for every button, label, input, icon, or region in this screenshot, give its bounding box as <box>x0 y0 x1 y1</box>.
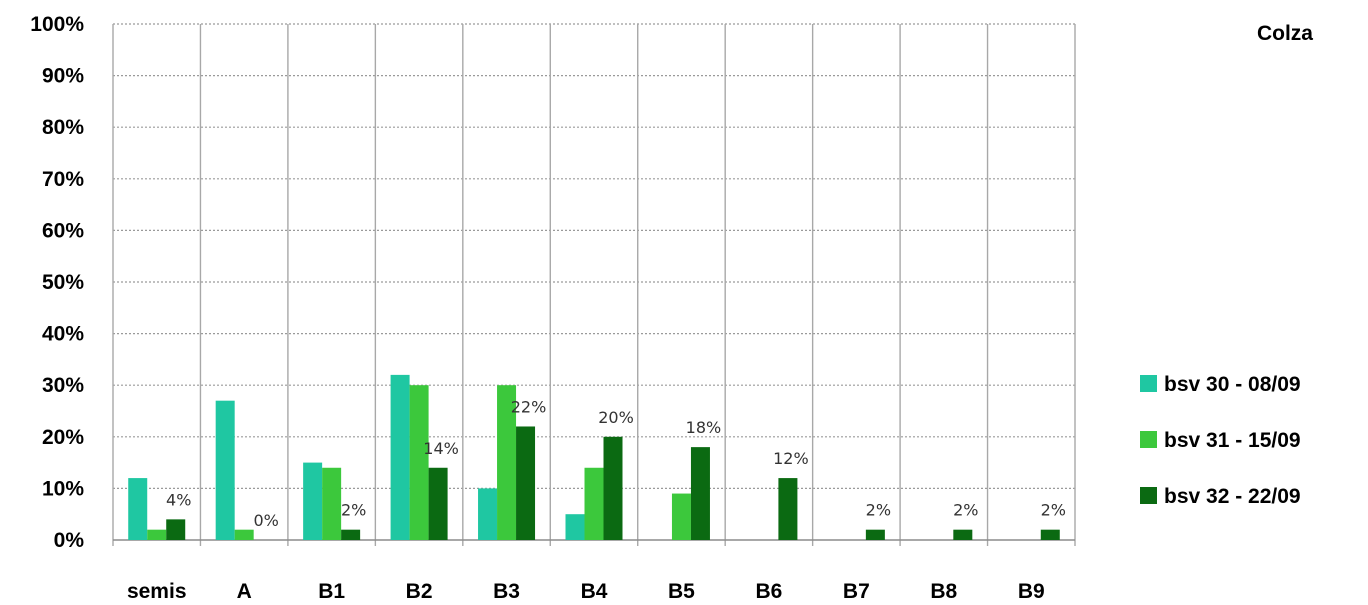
legend-item: bsv 31 - 15/09 <box>1140 429 1301 452</box>
y-tick-label: 0% <box>54 529 85 552</box>
bar <box>778 478 798 540</box>
bar <box>215 400 235 540</box>
chart-title: Colza <box>1257 22 1313 45</box>
bar <box>516 426 536 540</box>
data-label: 2% <box>953 501 978 520</box>
data-label: 2% <box>1041 501 1066 520</box>
x-category-label: B7 <box>843 580 870 603</box>
bar <box>1040 529 1060 540</box>
bar <box>166 519 186 540</box>
x-category-label: B3 <box>493 580 520 603</box>
x-category-label: A <box>237 580 252 603</box>
bar <box>584 467 604 540</box>
legend-swatch <box>1140 431 1157 448</box>
bar <box>234 529 254 540</box>
bar <box>497 385 517 540</box>
x-axis-category-labels: semis A B1 B2 B3 B4 B5 B6 B7 B8 B9 <box>127 580 1045 603</box>
x-category-label: B4 <box>581 580 608 603</box>
y-tick-label: 100% <box>30 13 84 36</box>
y-tick-label: 70% <box>42 168 84 191</box>
y-tick-label: 80% <box>42 116 84 139</box>
legend-swatch <box>1140 487 1157 504</box>
legend-swatch <box>1140 375 1157 392</box>
y-tick-label: 50% <box>42 271 84 294</box>
bar <box>147 529 167 540</box>
bar <box>428 467 448 540</box>
y-tick-label: 10% <box>42 477 84 500</box>
data-label: 22% <box>511 397 547 416</box>
bar <box>865 529 885 540</box>
bar <box>341 529 361 540</box>
y-tick-label: 90% <box>42 65 84 88</box>
bar <box>128 478 148 540</box>
bar <box>478 488 498 540</box>
bar <box>565 514 585 540</box>
x-category-label: B6 <box>755 580 782 603</box>
data-label: 2% <box>341 501 366 520</box>
legend-label: bsv 31 - 15/09 <box>1164 429 1301 452</box>
x-category-label: B9 <box>1018 580 1045 603</box>
gridlines <box>112 23 1076 546</box>
x-category-label: B1 <box>318 580 345 603</box>
y-tick-label: 20% <box>42 426 84 449</box>
data-labels: 4% 0% 2% 14% 22% 20% 18% 12% 2% 2% 2% <box>166 397 1066 530</box>
legend-item: bsv 32 - 22/09 <box>1140 485 1301 508</box>
legend-item: bsv 30 - 08/09 <box>1140 373 1301 396</box>
bar <box>303 462 323 540</box>
x-category-label: B2 <box>406 580 433 603</box>
data-label: 18% <box>686 418 722 437</box>
data-label: 14% <box>423 439 459 458</box>
data-label: 0% <box>253 511 278 530</box>
bar <box>390 374 410 540</box>
bar <box>953 529 973 540</box>
bar <box>409 385 429 540</box>
x-category-label: semis <box>127 580 187 603</box>
y-axis-tick-labels: 0% 10% 20% 30% 40% 50% 60% 70% 80% 90% 100% <box>30 13 84 552</box>
data-label: 2% <box>866 501 891 520</box>
x-category-label: B5 <box>668 580 695 603</box>
y-tick-label: 60% <box>42 219 84 242</box>
y-tick-label: 40% <box>42 323 84 346</box>
y-tick-label: 30% <box>42 374 84 397</box>
bars <box>128 374 1060 540</box>
legend-label: bsv 32 - 22/09 <box>1164 485 1301 508</box>
data-label: 4% <box>166 490 191 509</box>
bar <box>603 436 623 540</box>
legend-label: bsv 30 - 08/09 <box>1164 373 1301 396</box>
bar <box>690 447 710 540</box>
bar <box>671 493 691 540</box>
data-label: 12% <box>773 449 809 468</box>
data-label: 20% <box>598 408 634 427</box>
x-category-label: B8 <box>930 580 957 603</box>
bar <box>322 467 342 540</box>
legend: bsv 30 - 08/09 bsv 31 - 15/09 bsv 32 - 22/… <box>1140 373 1301 508</box>
